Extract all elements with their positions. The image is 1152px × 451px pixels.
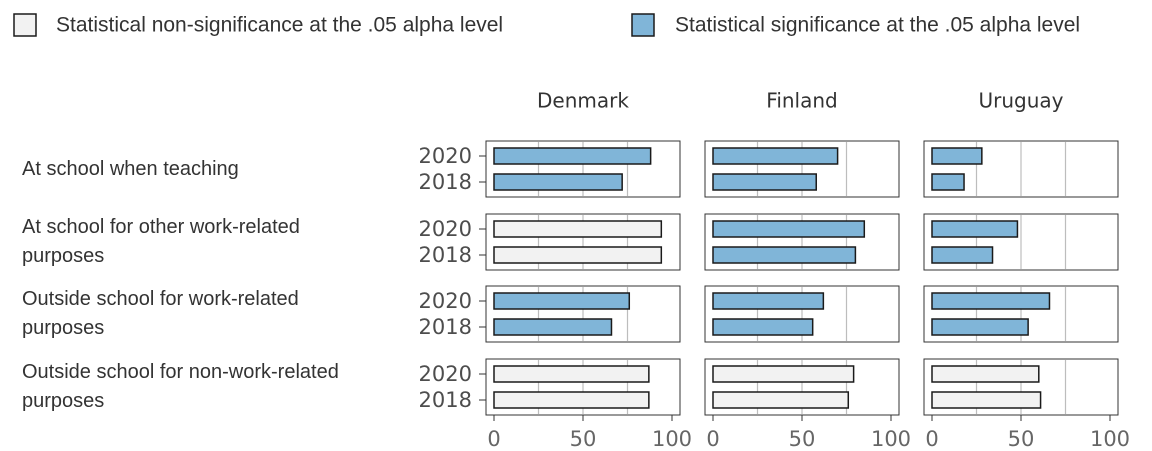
x-tick-label: 0 <box>487 427 500 451</box>
y-tick-label: 2018 <box>419 388 472 412</box>
x-tick-label: 100 <box>652 427 692 451</box>
legend-label: Statistical significance at the .05 alph… <box>675 14 1080 37</box>
x-tick-label: 50 <box>570 427 597 451</box>
bar <box>493 173 623 191</box>
y-tick-label: 2020 <box>419 362 472 386</box>
bar <box>493 147 652 165</box>
bar <box>931 318 1029 336</box>
y-tick-label: 2020 <box>419 289 472 313</box>
bar <box>493 391 650 409</box>
bar <box>931 220 1019 238</box>
bar <box>712 391 850 409</box>
bar <box>493 220 663 238</box>
row-label: Outside school for work-related purposes <box>22 288 299 339</box>
bar <box>712 220 866 238</box>
x-tick-label: 0 <box>706 427 719 451</box>
bar <box>712 173 817 191</box>
x-tick-label: 50 <box>1008 427 1035 451</box>
row-label: At school when teaching <box>22 157 239 180</box>
x-tick-label: 50 <box>789 427 816 451</box>
y-tick-label: 2018 <box>419 243 472 267</box>
x-tick-label: 100 <box>871 427 911 451</box>
bar <box>931 292 1051 310</box>
bar <box>712 292 825 310</box>
bar <box>493 365 650 383</box>
bar <box>931 365 1040 383</box>
panel-title: Finland <box>766 89 837 113</box>
legend-swatch <box>631 13 655 37</box>
legend-swatch <box>13 13 37 37</box>
legend-label: Statistical non-significance at the .05 … <box>56 14 503 37</box>
bar <box>931 173 965 191</box>
panel-title: Uruguay <box>979 89 1064 113</box>
panel-title: Denmark <box>537 89 629 113</box>
bar <box>712 365 855 383</box>
x-tick-label: 100 <box>1090 427 1130 451</box>
y-tick-label: 2020 <box>419 217 472 241</box>
bar <box>931 246 994 264</box>
bar <box>493 246 663 264</box>
bar <box>712 246 857 264</box>
row-label: At school for other work-related purpose… <box>22 216 300 267</box>
bar <box>931 391 1042 409</box>
bar <box>493 292 631 310</box>
bar <box>712 147 839 165</box>
x-tick-label: 0 <box>925 427 938 451</box>
row-label: Outside school for non-work-related purp… <box>22 361 339 412</box>
bar <box>712 318 814 336</box>
y-tick-label: 2018 <box>419 170 472 194</box>
y-tick-label: 2020 <box>419 144 472 168</box>
bar <box>493 318 613 336</box>
y-tick-label: 2018 <box>419 315 472 339</box>
bar <box>931 147 983 165</box>
